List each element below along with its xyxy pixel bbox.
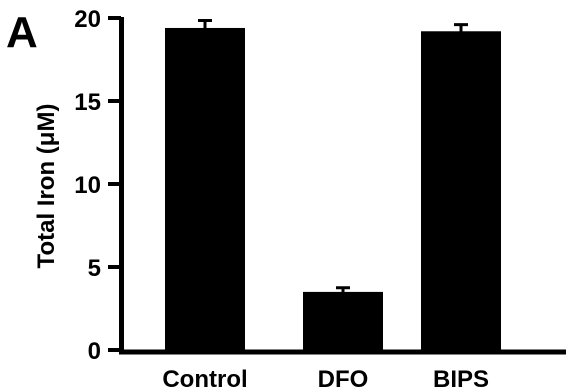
y-tick-label: 10	[74, 172, 101, 199]
y-axis-title: Total Iron (μM)	[33, 104, 60, 269]
y-tick-label: 5	[88, 255, 101, 282]
x-tick-label: BIPS	[433, 366, 489, 391]
x-tick-label: DFO	[318, 366, 369, 391]
x-tick-label: Control	[162, 366, 247, 391]
x-tick-labels: Control DFO BIPS	[162, 366, 489, 391]
y-tick-label: 0	[88, 338, 101, 365]
y-tick-label: 20	[74, 6, 101, 33]
y-tick-label: 15	[74, 89, 101, 116]
bars	[165, 18, 501, 351]
y-ticks: 0 5 10 15 20	[74, 6, 121, 365]
bar-bips	[421, 31, 501, 351]
bar-dfo	[303, 291, 383, 350]
bar-control	[165, 27, 245, 351]
panel-label: A	[6, 8, 38, 57]
